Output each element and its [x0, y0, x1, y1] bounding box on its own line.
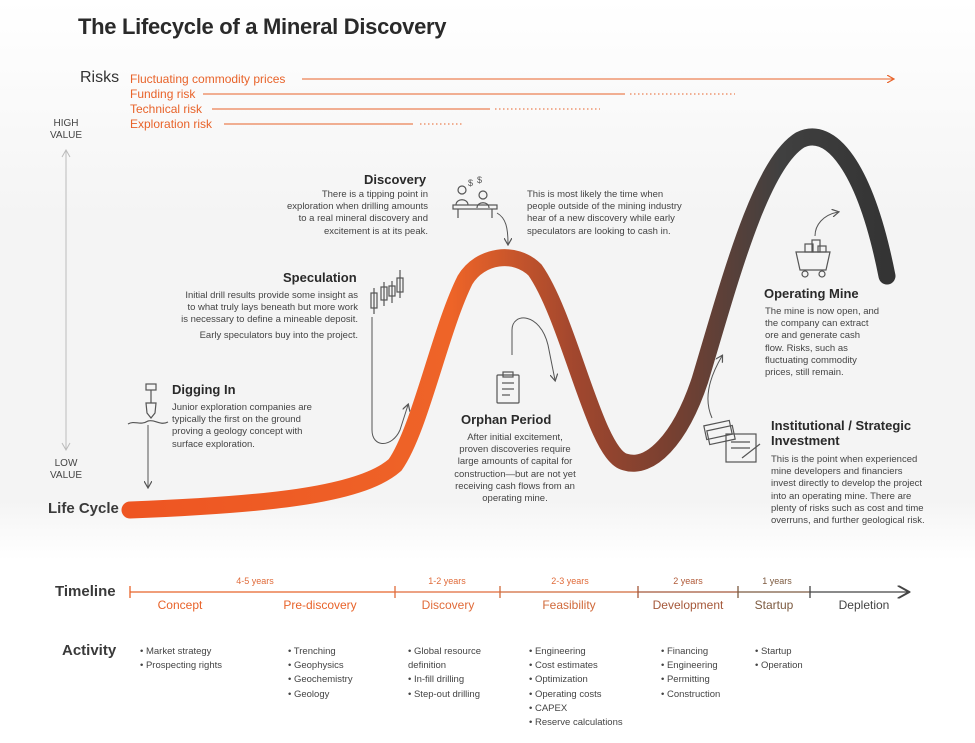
timeline-axis: [129, 586, 908, 598]
phase-startup: Startup: [754, 598, 794, 612]
digging-in-text: Junior exploration companies are typical…: [172, 402, 312, 450]
duration-startup: 1 years: [762, 576, 792, 586]
value-axis: [61, 148, 71, 452]
speculation-title: Speculation: [283, 270, 357, 285]
orphan-arrow: [511, 317, 555, 380]
shovel-icon: [127, 383, 169, 425]
speculation-text: Initial drill results provide some insig…: [181, 290, 358, 326]
digging-in-title: Digging In: [172, 382, 236, 397]
activity-prediscovery-list: • Trenching • Geophysics • Geochemistry …: [288, 646, 353, 700]
risk-commodity-label: Fluctuating commodity prices: [130, 72, 286, 86]
lifecycle-curve: [121, 128, 896, 519]
phase-concept: Concept: [157, 598, 203, 612]
institutional-text: This is the point when experienced mine …: [771, 454, 925, 527]
operating-mine-text: The mine is now open, and the company ca…: [765, 306, 880, 379]
duration-discovery: 1-2 years: [428, 576, 466, 586]
phase-prediscovery: Pre-discovery: [283, 598, 357, 612]
risk-funding-label: Funding risk: [130, 87, 196, 101]
risk-technical-label: Technical risk: [130, 102, 203, 116]
activity-startup-list: • Startup • Operation: [755, 646, 803, 672]
duration-feasibility: 2-3 years: [551, 576, 589, 586]
high-value-label: HIGH VALUE: [49, 118, 83, 141]
speculation-arrow: [371, 317, 408, 444]
discovery-note: This is most likely the time when people…: [527, 189, 682, 237]
orphan-period-text: After initial excitement, proven discove…: [454, 432, 576, 505]
discovery-people-icon: $ $: [452, 175, 498, 218]
risk-exploration-label: Exploration risk: [130, 117, 213, 131]
activity-feasibility-list: • Engineering • Cost estimates • Optimiz…: [529, 646, 623, 729]
phase-feasibility: Feasibility: [542, 598, 596, 612]
discovery-arrow: [496, 212, 508, 244]
mine-cart-icon: [795, 239, 831, 278]
institutional-arrow: [707, 356, 722, 419]
svg-text:$: $: [477, 175, 482, 185]
activity-concept-list: • Market strategy • Prospecting rights: [140, 646, 223, 672]
candlestick-icon: [370, 270, 404, 314]
institutional-title: Institutional / Strategic Investment: [771, 418, 912, 448]
orphan-period-title: Orphan Period: [461, 412, 552, 427]
speculation-text-2: Early speculators buy into the project.: [199, 330, 358, 341]
svg-text:$: $: [468, 178, 473, 188]
timeline-label: Timeline: [55, 583, 116, 600]
operating-arrow: [814, 212, 838, 237]
contract-money-icon: [703, 419, 761, 463]
duration-concept: 4-5 years: [236, 576, 274, 586]
phase-depletion: Depletion: [838, 598, 890, 612]
clipboard-icon: [496, 371, 520, 404]
low-value-label: LOW VALUE: [49, 458, 83, 481]
activity-discovery-list: • Global resource definition • In-fill d…: [408, 646, 482, 700]
discovery-title: Discovery: [364, 172, 427, 187]
duration-development: 2 years: [673, 576, 703, 586]
discovery-text: There is a tipping point in exploration …: [287, 189, 428, 237]
page-title: The Lifecycle of a Mineral Discovery: [78, 14, 447, 39]
risk-lines: [203, 79, 893, 125]
risks-label: Risks: [80, 69, 120, 86]
phase-development: Development: [652, 598, 724, 612]
activity-label: Activity: [62, 642, 117, 659]
activity-development-list: • Financing • Engineering • Permitting •…: [661, 646, 721, 700]
operating-mine-title: Operating Mine: [764, 286, 859, 301]
phase-discovery: Discovery: [421, 598, 475, 612]
lifecycle-label: Life Cycle: [48, 500, 119, 517]
